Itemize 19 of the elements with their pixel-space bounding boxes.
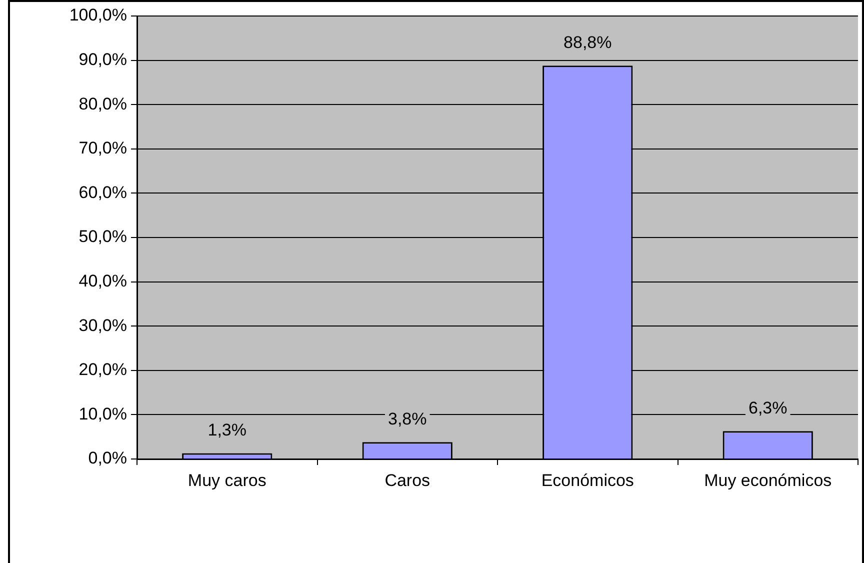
data-label: 3,8% [388,409,427,428]
y-tick-label: 0,0% [88,448,127,468]
y-tick-label: 10,0% [78,404,127,424]
y-tick-label: 40,0% [78,271,127,290]
y-tick-label: 50,0% [78,227,127,246]
y-tick-label: 20,0% [78,360,127,380]
x-tick-label: Muy caros [188,470,266,490]
x-tick-label: Económicos [541,470,634,490]
y-tick-label: 60,0% [78,182,127,202]
data-label: 6,3% [748,398,788,418]
x-tick-label: Caros [384,470,430,490]
data-label: 88,8% [564,32,612,52]
y-tick-label: 80,0% [78,94,127,114]
y-tick-label: 100,0% [69,6,127,25]
y-tick-label: 30,0% [78,316,127,335]
y-tick-label: 70,0% [78,138,127,158]
y-tick-label: 90,0% [78,50,127,69]
x-tick-label: Muy económicos [704,470,832,490]
data-label: 1,3% [208,420,246,440]
